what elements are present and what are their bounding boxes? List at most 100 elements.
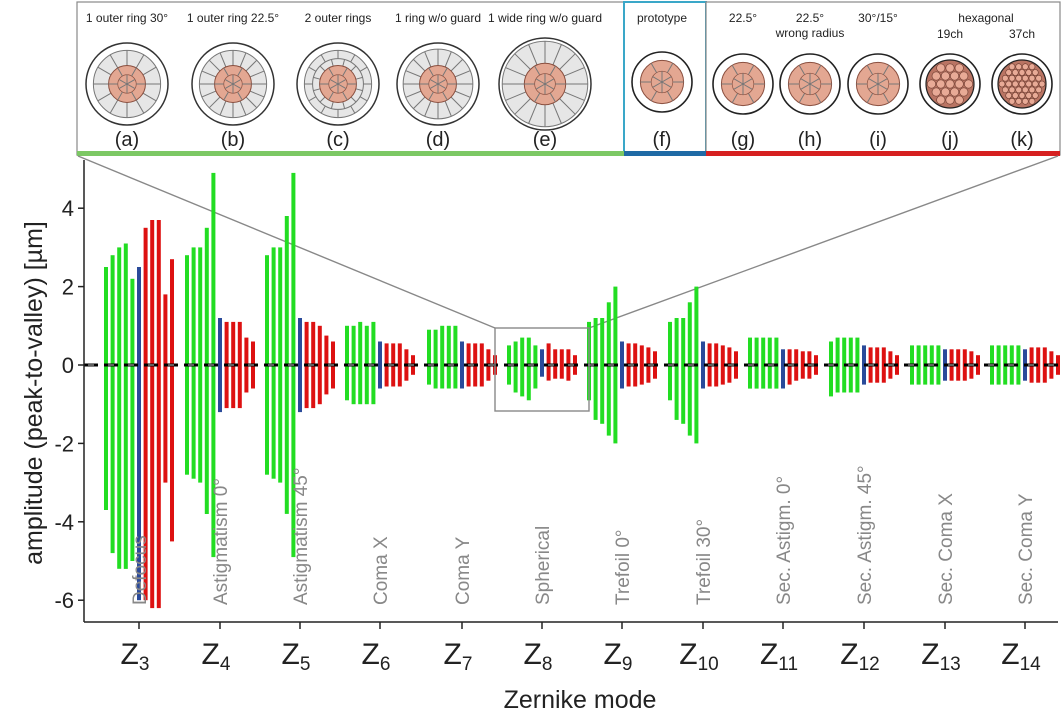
bar-b-9 xyxy=(593,318,598,420)
design-spoke xyxy=(350,96,357,103)
y-tick-label: -6 xyxy=(54,588,74,613)
design-channel xyxy=(1001,86,1009,94)
design-spoke xyxy=(308,96,317,102)
design-spoke xyxy=(877,83,888,90)
design-label: (d) xyxy=(426,129,450,151)
bar-d-10 xyxy=(687,302,692,436)
design-channel xyxy=(1032,92,1039,99)
design-spoke xyxy=(549,65,556,76)
design-spoke xyxy=(109,99,119,114)
bar-b-13 xyxy=(916,345,921,385)
design-caption: 30°/15° xyxy=(858,11,898,25)
mode-label: Sec. Astigm. 0° xyxy=(774,476,795,605)
design-channel xyxy=(1008,86,1016,94)
design-spoke xyxy=(208,96,221,109)
design-spoke xyxy=(237,91,243,101)
x-tick-label: Z6 xyxy=(362,638,391,675)
design-spoke xyxy=(337,78,347,85)
design-channel xyxy=(1008,98,1016,105)
design-spoke xyxy=(135,54,145,69)
design-spoke xyxy=(444,100,452,117)
bar-c-10 xyxy=(681,318,686,424)
bar-a-6 xyxy=(345,325,349,401)
design-spoke xyxy=(208,59,221,72)
bar-f-3 xyxy=(137,267,141,601)
design-channel xyxy=(1028,86,1036,94)
design-spoke xyxy=(223,67,229,77)
x-tick-main: Z xyxy=(604,638,622,671)
bar-d-3 xyxy=(123,243,128,569)
y-tick-label: -4 xyxy=(54,510,74,535)
design-spoke xyxy=(355,88,363,92)
x-tick-label: Z5 xyxy=(282,638,311,675)
design-channel xyxy=(1001,74,1009,82)
bar-f-5 xyxy=(298,318,302,413)
design-spoke xyxy=(131,91,137,101)
design-spoke xyxy=(666,91,674,101)
design-label: (a) xyxy=(115,129,139,151)
design-spoke xyxy=(798,65,806,75)
design-spoke xyxy=(814,93,822,103)
design-spoke xyxy=(429,83,439,90)
design-spoke xyxy=(428,67,434,77)
design-channel xyxy=(1028,74,1036,82)
bar-b-11 xyxy=(754,337,759,389)
design-channel xyxy=(1035,74,1042,82)
design-spoke xyxy=(814,65,822,75)
design-spoke xyxy=(313,76,321,80)
design-channel xyxy=(954,95,964,105)
bar-e-7 xyxy=(453,325,458,389)
bar-g-11 xyxy=(787,349,792,385)
bar-c-9 xyxy=(600,318,605,424)
design-spoke xyxy=(319,65,326,72)
bar-f-11 xyxy=(781,349,785,389)
design-spoke xyxy=(359,96,368,102)
design-spoke xyxy=(731,93,739,103)
design-spoke xyxy=(544,83,555,90)
bar-f-10 xyxy=(701,341,705,389)
design-spoke xyxy=(405,90,422,98)
design-spoke xyxy=(505,67,527,77)
x-tick-sub: 9 xyxy=(622,654,633,675)
design-caption: 22.5° xyxy=(729,11,757,25)
design-spoke xyxy=(437,83,447,90)
bar-f-9 xyxy=(620,341,624,389)
design-spoke xyxy=(800,78,811,85)
mode-label: Astigmatism 0° xyxy=(211,478,232,605)
design-spoke xyxy=(535,83,546,90)
mode-label: Defocus xyxy=(130,535,151,605)
design-label: (g) xyxy=(731,129,755,151)
design-channel xyxy=(950,87,960,97)
design-spoke xyxy=(232,83,242,90)
design-spoke xyxy=(514,53,531,70)
bar-d-7 xyxy=(446,325,451,389)
design-spoke xyxy=(118,83,128,90)
design-channel xyxy=(1008,63,1016,70)
mode-label: Spherical xyxy=(533,526,554,605)
design-spoke xyxy=(320,105,326,114)
bar-f-6 xyxy=(378,341,382,389)
design-spoke xyxy=(97,66,112,76)
bar-b-10 xyxy=(674,318,679,420)
zoom-box xyxy=(494,327,590,412)
design-spoke xyxy=(544,78,555,85)
design-spoke xyxy=(342,67,348,77)
design-spoke xyxy=(450,96,463,109)
bar-b-4 xyxy=(191,247,196,479)
design-spoke xyxy=(559,98,576,115)
design-channel xyxy=(1011,69,1019,76)
bar-i-6 xyxy=(397,343,402,387)
strip-red xyxy=(706,151,1060,156)
design-spoke xyxy=(224,78,234,85)
mode-label: Coma X xyxy=(371,536,392,605)
design-spoke xyxy=(731,65,739,75)
design-caption: 1 wide ring w/o guard xyxy=(488,11,602,25)
bar-c-4 xyxy=(198,247,203,483)
design-spoke xyxy=(237,67,243,77)
y-axis-label: amplitude (peak-to-valley) [µm] xyxy=(20,221,48,565)
x-tick-main: Z xyxy=(362,638,380,671)
bar-i-9 xyxy=(639,345,644,385)
design-channel xyxy=(1011,92,1019,99)
design-spoke xyxy=(350,65,357,72)
